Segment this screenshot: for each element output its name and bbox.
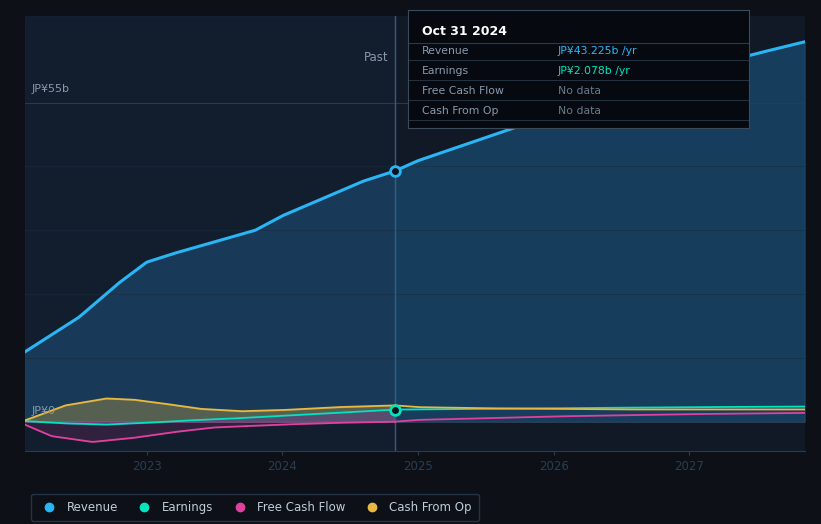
Text: JP¥2.078b /yr: JP¥2.078b /yr (558, 66, 631, 76)
Text: JP¥43.225b /yr: JP¥43.225b /yr (558, 46, 637, 56)
Bar (25, 16, 395, 451)
Text: Analysts Forecasts: Analysts Forecasts (409, 50, 518, 63)
Text: No data: No data (558, 86, 601, 96)
Bar (395, 16, 805, 451)
Text: JP¥0: JP¥0 (31, 406, 55, 416)
Text: Oct 31 2024: Oct 31 2024 (422, 25, 507, 38)
Text: Revenue: Revenue (422, 46, 469, 56)
Text: Past: Past (364, 50, 388, 63)
Text: Earnings: Earnings (422, 66, 469, 76)
Text: JP¥55b: JP¥55b (31, 84, 70, 94)
Legend: Revenue, Earnings, Free Cash Flow, Cash From Op: Revenue, Earnings, Free Cash Flow, Cash … (30, 494, 479, 521)
Text: Free Cash Flow: Free Cash Flow (422, 86, 503, 96)
Text: No data: No data (558, 106, 601, 116)
Text: Cash From Op: Cash From Op (422, 106, 498, 116)
